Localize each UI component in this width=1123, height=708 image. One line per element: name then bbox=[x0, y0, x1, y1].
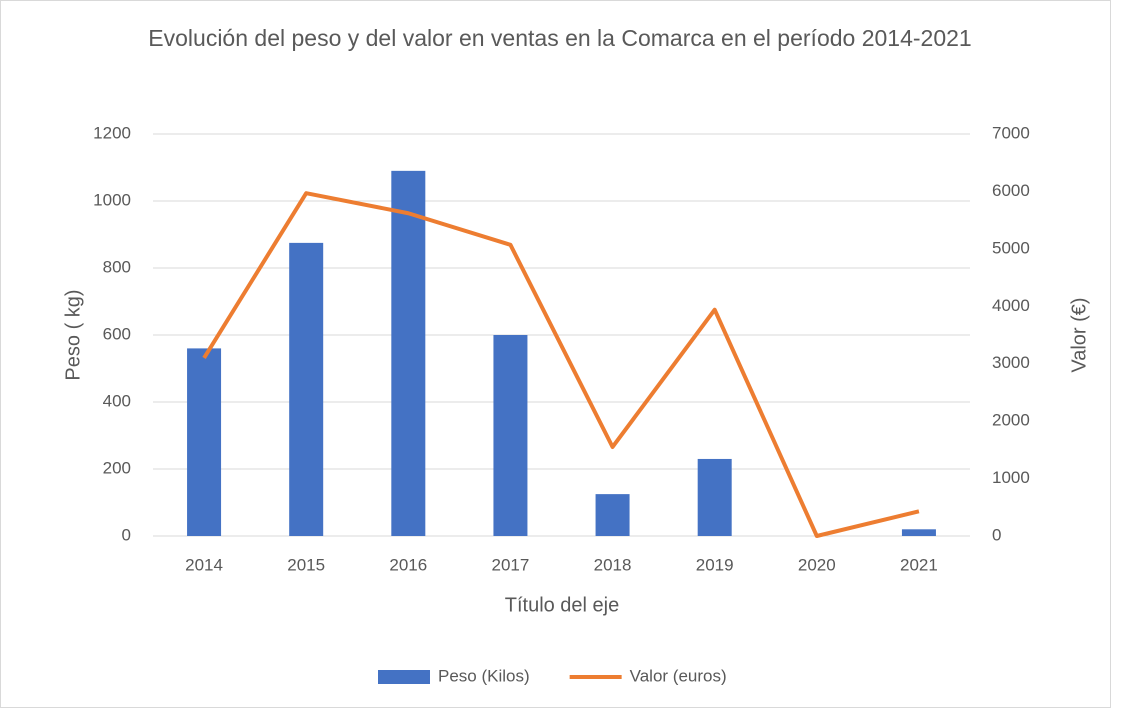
bar bbox=[595, 494, 630, 536]
y2-tick-label: 7000 bbox=[992, 123, 1030, 142]
x-axis-title: Título del eje bbox=[505, 594, 620, 616]
y2-tick-label: 3000 bbox=[992, 353, 1030, 372]
y2-tick-label: 4000 bbox=[992, 296, 1030, 315]
bar bbox=[289, 242, 324, 536]
y-tick-label: 800 bbox=[103, 257, 131, 276]
y2-tick-label: 6000 bbox=[992, 181, 1030, 200]
legend-label: Peso (Kilos) bbox=[438, 666, 530, 685]
y2-axis-title: Valor (€) bbox=[1068, 297, 1090, 372]
chart-title: Evolución del peso y del valor en ventas… bbox=[148, 25, 972, 51]
y-tick-label: 600 bbox=[103, 324, 131, 343]
x-tick-label: 2021 bbox=[900, 555, 938, 574]
y-tick-label: 200 bbox=[103, 458, 131, 477]
x-tick-label: 2015 bbox=[287, 555, 325, 574]
y2-tick-label: 0 bbox=[992, 525, 1001, 544]
x-tick-label: 2016 bbox=[389, 555, 427, 574]
y-tick-label: 400 bbox=[103, 391, 131, 410]
line bbox=[202, 191, 920, 538]
y2-tick-label: 5000 bbox=[992, 238, 1030, 257]
y2-tick-label: 1000 bbox=[992, 468, 1030, 487]
bar bbox=[901, 529, 936, 536]
bar bbox=[391, 170, 426, 536]
y-tick-label: 1200 bbox=[93, 123, 131, 142]
bar bbox=[493, 335, 528, 536]
y2-tick-label: 2000 bbox=[992, 411, 1030, 430]
x-tick-label: 2014 bbox=[185, 555, 223, 574]
y-tick-label: 0 bbox=[122, 525, 131, 544]
bar bbox=[697, 458, 732, 536]
bar bbox=[187, 348, 222, 536]
x-tick-label: 2019 bbox=[696, 555, 734, 574]
x-tick-label: 2018 bbox=[594, 555, 632, 574]
y-tick-label: 1000 bbox=[93, 190, 131, 209]
y-axis-title: Peso ( kg) bbox=[62, 289, 84, 380]
legend-label: Valor (euros) bbox=[630, 666, 727, 685]
x-tick-label: 2020 bbox=[798, 555, 836, 574]
x-tick-label: 2017 bbox=[492, 555, 530, 574]
legend-swatch bbox=[378, 670, 430, 684]
